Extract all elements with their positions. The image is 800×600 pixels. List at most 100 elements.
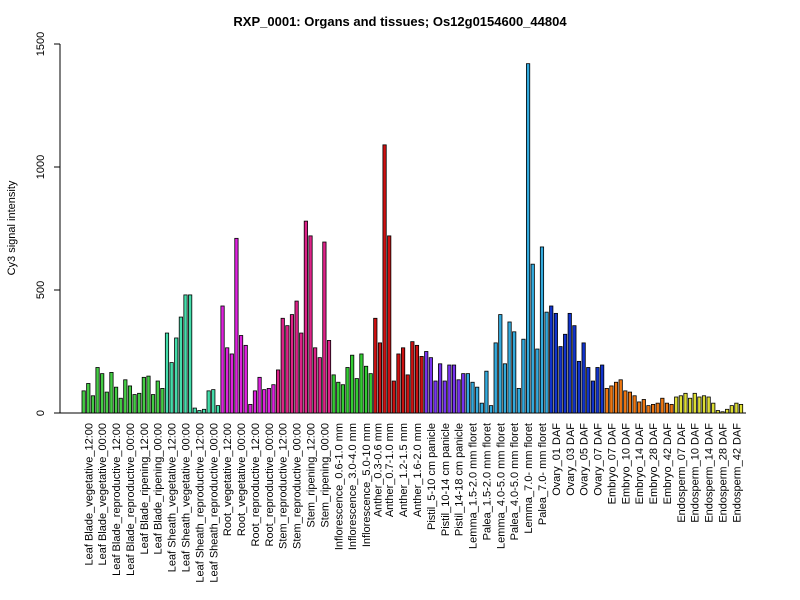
category-label: Leaf Blade_reproductive_00:00 [125,423,137,576]
bar [169,362,174,414]
category-label: Root_reproductive_12:00 [250,423,262,547]
bar [539,246,545,414]
bar [521,338,526,414]
bar [192,407,197,414]
bar [90,395,95,414]
bar [114,386,119,414]
bar [433,380,438,414]
bar [544,311,549,414]
category-label: Root_vegetative_12:00 [222,423,234,536]
category-label: Root_reproductive_00:00 [264,423,276,547]
bar [502,363,507,414]
bar [516,387,521,414]
bar [151,394,156,414]
bar [382,144,387,414]
bar [447,364,452,414]
y-tick-label: 1000 [35,155,47,179]
y-axis-ticks: 0 500 1000 1500 [35,32,60,416]
bar [475,386,480,414]
bar [646,405,651,414]
bar [405,374,410,414]
bar [664,402,670,414]
bar [637,401,642,414]
category-label: Embryo_07 DAF [606,423,618,505]
bar [530,263,535,414]
bar [688,397,693,414]
bar [188,294,193,414]
bar [563,333,568,414]
bar [141,376,146,414]
bar [438,363,443,414]
category-label: Stem_ripening_00:00 [319,423,331,528]
bar [456,379,461,414]
bar [558,346,563,414]
bar [137,392,142,414]
category-label: Embryo_10 DAF [620,423,632,505]
bar [451,364,457,414]
bar [368,373,373,414]
bar [132,394,137,414]
bar [252,390,258,414]
category-label: Embryo_28 DAF [648,423,660,505]
bar [553,312,558,414]
bar [377,342,383,414]
bar [674,396,679,414]
bar [488,405,494,414]
bar [720,411,725,414]
bars-layer [81,63,744,414]
bar [401,347,406,414]
bar [109,372,114,414]
bar [493,342,498,414]
bar [174,337,179,414]
category-label: Endosperm_42 DAF [731,423,743,523]
category-label: Ovary_03 DAF [565,423,577,496]
category-label: Lemma_7.0- mm floret [523,423,535,534]
category-label: Leaf Blade_reproductive_12:00 [111,423,123,576]
bar [535,348,540,414]
bar [701,395,707,414]
bar [678,395,683,414]
bar [206,390,211,414]
bar [604,387,609,414]
bar [512,331,517,414]
bar [391,380,396,414]
bar [738,403,744,414]
bar [410,341,415,414]
bar [641,399,646,414]
category-label: Root_vegetative_00:00 [236,423,248,536]
bar [160,387,165,414]
bar [711,402,716,414]
bar [660,397,665,414]
bar [127,385,133,414]
bar [363,365,369,414]
bar [526,63,531,414]
bar [313,347,318,414]
category-label: Stem_ripening_12:00 [306,423,318,528]
bar [229,353,234,414]
bar [484,370,489,414]
category-label: Endosperm_10 DAF [690,423,702,523]
category-label: Anther_1.2-1.5 mm [398,423,410,517]
bar [345,367,350,414]
bar [123,379,128,414]
bar [669,403,674,414]
category-label: Leaf Blade_vegetative_12:00 [83,423,95,566]
category-label: Ovary_05 DAF [579,423,591,496]
bar [350,354,355,414]
bar [285,325,290,414]
bar [220,305,225,414]
category-label: Endosperm_14 DAF [704,423,716,523]
bar [238,335,244,414]
bar [465,373,470,414]
bar [651,403,656,414]
bar [387,235,392,414]
category-label: Inflorescence_0.6-1.0 mm [333,423,345,550]
bar [498,314,503,414]
y-axis-label: Cy3 signal intensity [6,180,18,275]
bar [243,344,248,414]
category-label: Pistil_5-10 cm panicle [426,423,438,530]
bar [100,373,105,414]
bar [354,378,359,414]
